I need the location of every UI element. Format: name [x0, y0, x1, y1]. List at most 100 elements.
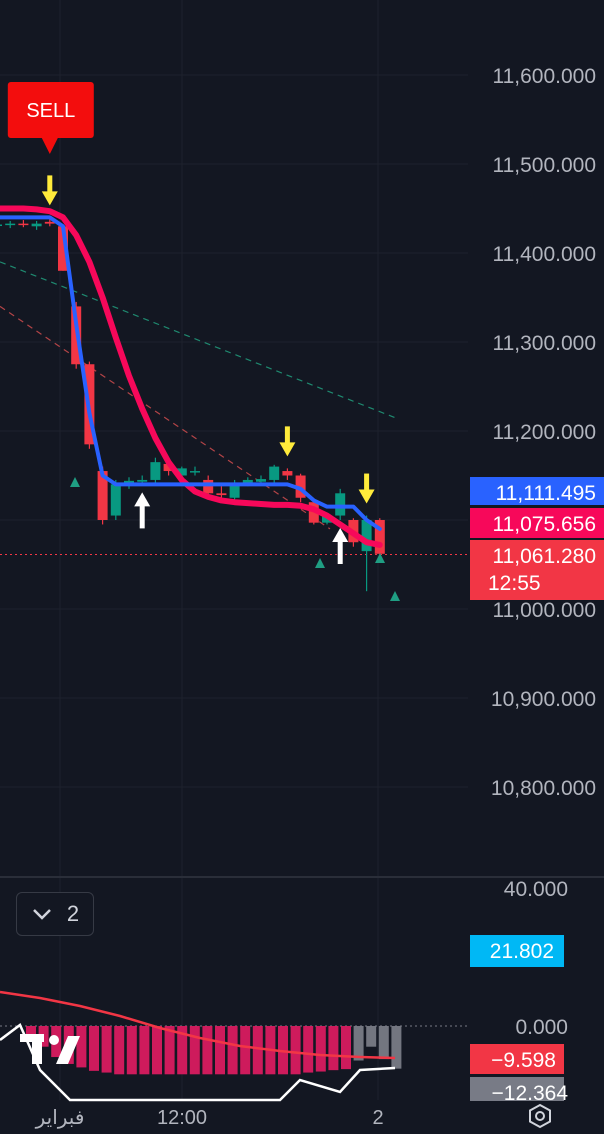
logo-slash	[56, 1036, 80, 1064]
price-countdown-text: 12:55	[488, 572, 541, 595]
histogram-bar	[366, 1026, 377, 1047]
trend-line-red	[0, 305, 331, 530]
candle-body	[5, 223, 16, 226]
price-axis: 11,600.000 11,500.000 11,400.000 11,300.000…	[491, 65, 596, 800]
candle-body	[216, 493, 227, 496]
indicator-lines	[0, 205, 383, 548]
sell-label-text: SELL	[26, 100, 75, 122]
signal-arrow-up-head	[134, 492, 151, 507]
osc-tick-label: 0.000	[515, 1016, 568, 1039]
histogram-bar	[290, 1026, 301, 1075]
histogram-bar	[252, 1026, 263, 1075]
candle-body	[229, 482, 240, 498]
logo-stem	[32, 1034, 42, 1064]
histogram-bar	[89, 1026, 99, 1071]
candle-body	[110, 484, 121, 516]
signal-marker-teal	[315, 558, 325, 568]
signal-marker-teal	[390, 591, 400, 601]
signal-arrow-down-head	[279, 442, 296, 457]
price-tick-label: 10,900.000	[491, 688, 596, 711]
histogram-bar	[378, 1026, 389, 1060]
signal-arrow-down-head	[41, 191, 58, 206]
price-tick-label: 11,200.000	[492, 421, 596, 444]
signal-curve	[0, 990, 396, 1060]
indicator-count: 2	[66, 901, 80, 926]
candle-body	[150, 462, 161, 480]
osc-value-box	[470, 935, 564, 967]
signal-arrow-down	[47, 175, 53, 194]
candle-body	[163, 463, 174, 472]
candle-body	[295, 475, 306, 498]
chevron-down-icon	[32, 909, 51, 920]
candle-body	[242, 479, 253, 485]
histogram-bar	[328, 1026, 339, 1071]
time-axis: فبراير 12:00 2	[35, 1107, 384, 1129]
candle-body	[282, 471, 293, 476]
histogram-bar	[215, 1026, 225, 1075]
price-label-text: 11,075.656	[492, 513, 596, 536]
histogram-bar	[101, 1026, 112, 1073]
candle-body	[97, 471, 108, 520]
sell-label-box	[7, 82, 94, 138]
histogram-bar	[341, 1026, 351, 1070]
price-tick-label: 10,800.000	[491, 777, 596, 800]
time-tick-label: 12:00	[157, 1107, 207, 1129]
signal-arrow-up	[337, 540, 343, 564]
oscillator-pane: 40.000 0.000 21.802 −9.598 −12.364	[0, 878, 568, 1105]
candle-body	[256, 479, 266, 482]
histogram-bar	[126, 1026, 137, 1075]
sell-label-pointer	[41, 138, 58, 154]
moving-average-line	[0, 205, 383, 548]
trend-line-green	[0, 261, 396, 419]
histogram-bar	[139, 1026, 150, 1075]
histogram-bar	[152, 1026, 162, 1075]
tradingview-logo-icon	[20, 1034, 80, 1064]
candle-body	[31, 223, 42, 227]
price-label-box	[470, 508, 604, 538]
logo-dot	[49, 1035, 59, 1045]
indicator-toggle-button[interactable]: 2	[16, 892, 94, 936]
signal-arrow-up-head	[332, 528, 349, 542]
histogram-bar	[315, 1026, 326, 1072]
time-tick-label: فبراير	[35, 1107, 85, 1129]
osc-value-text: −12.364	[492, 1082, 569, 1105]
settings-gear-icon	[529, 1103, 551, 1129]
histogram-bar	[202, 1026, 213, 1075]
candle-body	[44, 221, 55, 224]
price-labels: 11,111.495 11,075.656 11,061.280 12:55	[470, 477, 604, 600]
price-label-text: 11,111.495	[496, 482, 596, 505]
supertrend-line	[0, 215, 382, 531]
price-tick-label: 11,400.000	[492, 243, 596, 266]
histogram-bar	[76, 1026, 87, 1068]
candle-body	[137, 479, 148, 482]
signal-arrow-down-head	[358, 489, 375, 504]
osc-value-text: −9.598	[491, 1049, 556, 1072]
candle-body	[176, 468, 187, 476]
candle-body	[18, 223, 29, 226]
settings-button[interactable]	[520, 1098, 560, 1134]
histogram-bar	[164, 1026, 175, 1075]
candle-body	[269, 466, 280, 480]
price-label-text: 11,061.280	[492, 545, 596, 568]
candle-body	[335, 493, 346, 516]
histogram-bar	[391, 1026, 402, 1069]
histogram-bar	[26, 1026, 36, 1037]
candle-body	[203, 479, 214, 494]
candle-body	[0, 224, 2, 227]
candle-body	[190, 471, 200, 473]
signal-arrow-down	[364, 473, 370, 492]
osc-value-text: 21.802	[490, 940, 554, 963]
signals: SELL	[7, 82, 400, 601]
histogram-bar	[189, 1026, 200, 1075]
histogram-bar	[240, 1026, 251, 1075]
signal-arrow-down	[284, 426, 290, 445]
signal-arrow-up	[139, 504, 145, 529]
time-tick-label: 2	[372, 1107, 383, 1129]
price-tick-label: 11,300.000	[492, 332, 596, 355]
price-tick-label: 11,500.000	[492, 154, 596, 177]
trend-lines	[0, 261, 468, 555]
price-label-box	[470, 477, 604, 505]
price-tick-label: 11,000.000	[492, 599, 596, 622]
histogram-bar	[353, 1026, 364, 1061]
